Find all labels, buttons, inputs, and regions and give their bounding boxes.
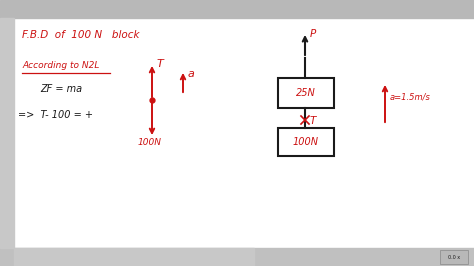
Text: 0.0 x: 0.0 x bbox=[448, 255, 460, 260]
Text: ZF = ma: ZF = ma bbox=[40, 84, 82, 94]
Text: a: a bbox=[188, 69, 195, 79]
Bar bbox=[14, 248, 254, 266]
Text: a=1.5m/s: a=1.5m/s bbox=[390, 93, 431, 102]
Bar bbox=[278, 128, 334, 156]
Bar bbox=[278, 78, 334, 108]
Bar bbox=[440, 250, 468, 264]
Text: 100N: 100N bbox=[293, 137, 319, 147]
Text: According to N2L: According to N2L bbox=[22, 61, 100, 70]
Text: T: T bbox=[310, 116, 316, 126]
Text: F.B.D  of  100 N   block: F.B.D of 100 N block bbox=[22, 30, 139, 40]
Text: T: T bbox=[157, 59, 164, 69]
Text: P: P bbox=[310, 29, 316, 39]
Bar bbox=[0, 18, 14, 248]
Text: 25N: 25N bbox=[296, 88, 316, 98]
Text: 100N: 100N bbox=[138, 138, 162, 147]
Bar bbox=[0, 0, 474, 18]
Bar bbox=[0, 248, 474, 266]
Text: =>  T- 100 = +: => T- 100 = + bbox=[18, 110, 93, 120]
